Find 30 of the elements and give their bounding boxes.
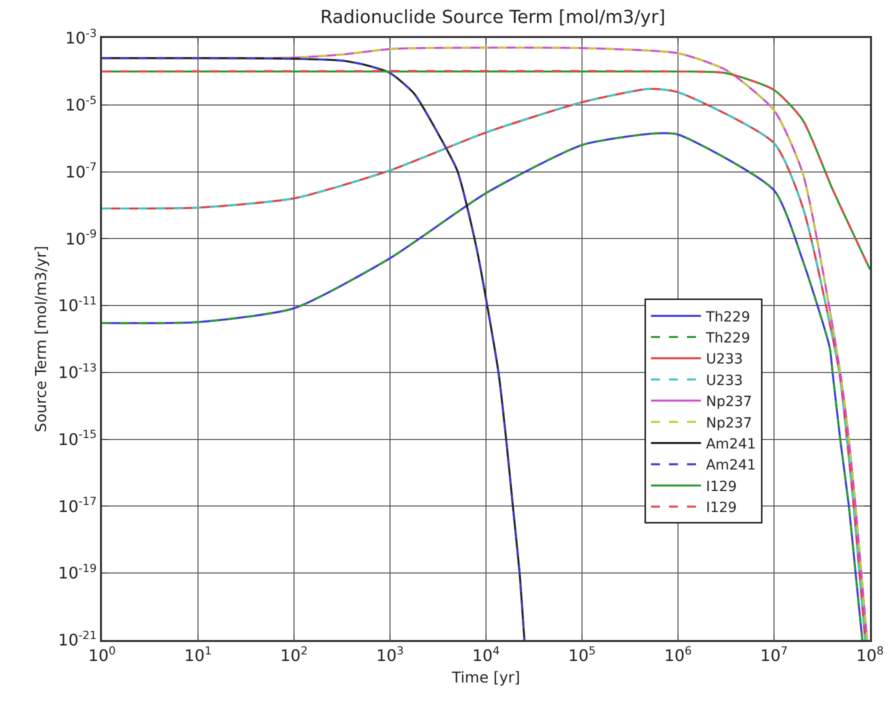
x-tick-label: 10$^{3}$ [376, 644, 404, 666]
legend-label: Th229 [704, 309, 750, 326]
x-tick-label: 10$^{2}$ [280, 644, 308, 666]
legend-label: Am241 [706, 458, 756, 474]
legend-label: Np237 [706, 394, 752, 410]
y-tick-label: 10$^{-7}$ [65, 160, 97, 182]
y-axis-title: Source Term [mol/m3/yr] [32, 246, 50, 432]
y-tick-label: 10$^{-5}$ [65, 94, 97, 114]
y-tick-label: 10$^{-9}$ [65, 228, 97, 248]
legend-label: I129 [706, 478, 737, 495]
legend-label: Am241 [706, 436, 756, 452]
y-tick-label: 10$^{-17}$ [58, 495, 97, 516]
y-tick-label: 10$^{-15}$ [58, 428, 97, 449]
x-tick-label: 10$^{6}$ [664, 644, 692, 666]
y-tick-label: 10$^{-11}$ [58, 294, 97, 316]
x-tick-label: 10$^{7}$ [760, 644, 788, 666]
legend-label: U233 [706, 372, 743, 389]
x-tick-label: 10$^{1}$ [184, 644, 212, 666]
legend-label: U233 [706, 352, 743, 368]
legend-label: Np237 [706, 415, 752, 432]
x-axis-title: Time [yr] [450, 668, 520, 687]
x-tick-label: 10$^{5}$ [568, 644, 596, 666]
x-tick-label: 10$^{8}$ [856, 644, 884, 666]
y-tick-label: 10$^{-19}$ [58, 562, 97, 583]
y-tick-label: 10$^{-3}$ [65, 26, 97, 48]
x-tick-label: 10$^{4}$ [472, 644, 500, 666]
y-tick-label: 10$^{-13}$ [58, 361, 97, 382]
legend-label: Th229 [704, 330, 750, 346]
legend-label: I129 [706, 500, 737, 516]
chart-title: Radionuclide Source Term [mol/m3/yr] [320, 7, 666, 28]
